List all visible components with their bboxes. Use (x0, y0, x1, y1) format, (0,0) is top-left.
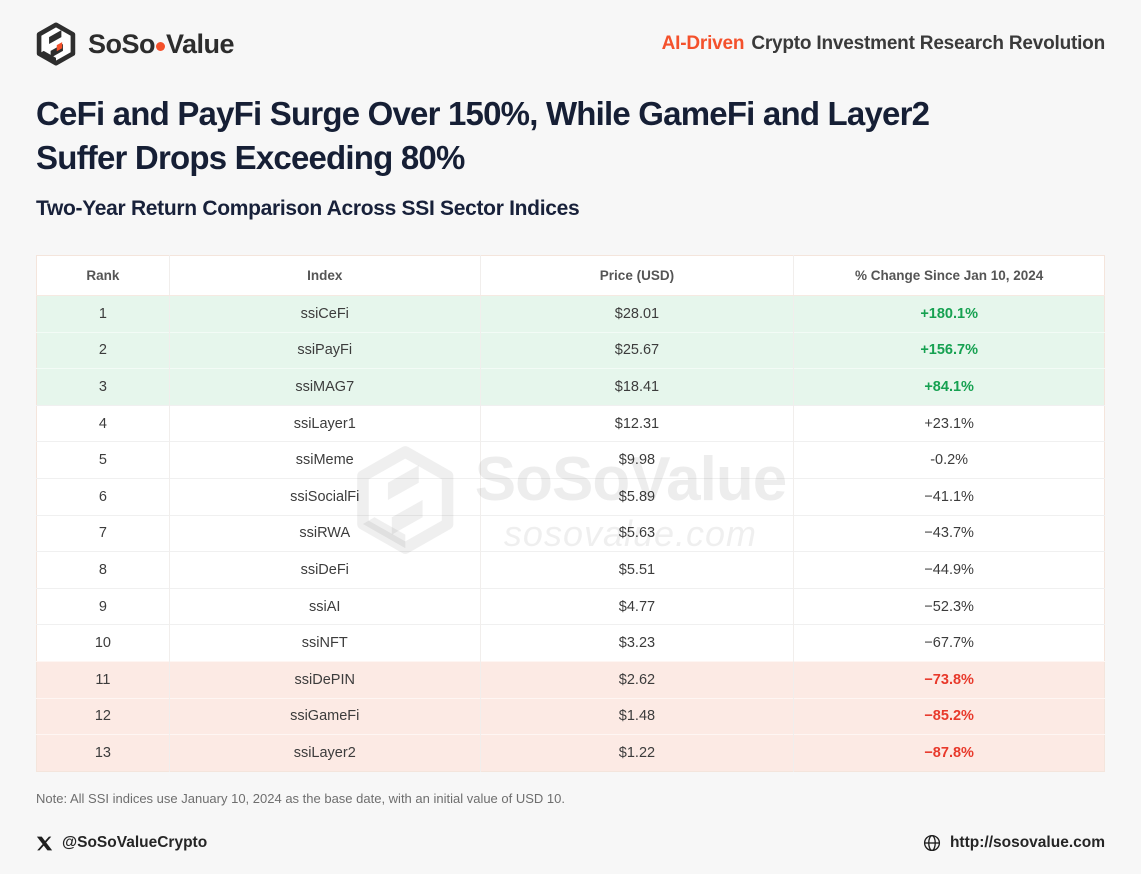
price-cell: $28.01 (480, 295, 795, 333)
index-cell: ssiMAG7 (169, 368, 481, 406)
change-cell: −85.2% (793, 697, 1105, 735)
index-cell: ssiNFT (169, 624, 481, 662)
change-cell: −43.7% (793, 514, 1105, 552)
price-cell: $1.48 (480, 697, 795, 735)
index-cell: ssiSocialFi (169, 477, 481, 516)
index-cell: ssiLayer2 (169, 734, 481, 772)
table-row: 1 ssiCeFi $28.01 +180.1% (36, 295, 1105, 333)
index-cell: ssiGameFi (169, 697, 481, 735)
rank-cell: 4 (36, 404, 170, 442)
change-cell: −41.1% (793, 477, 1105, 516)
index-cell: ssiDePIN (169, 660, 481, 699)
index-cell: ssiMeme (169, 441, 481, 479)
index-cell: ssiLayer1 (169, 404, 481, 442)
price-cell: $5.51 (480, 551, 795, 589)
rank-cell: 12 (36, 697, 170, 735)
table-row: 10 ssiNFT $3.23 −67.7% (36, 624, 1105, 662)
page-subtitle: Two-Year Return Comparison Across SSI Se… (36, 197, 580, 220)
index-cell: ssiPayFi (169, 331, 481, 369)
table-row: 9 ssiAI $4.77 −52.3% (36, 587, 1105, 625)
tagline-highlight: AI-Driven (661, 33, 745, 54)
footer: @SoSoValueCrypto http://sosovalue.com (36, 830, 1105, 856)
rank-cell: 7 (36, 514, 170, 552)
rank-cell: 8 (36, 551, 170, 589)
table-row: 2 ssiPayFi $25.67 +156.7% (36, 331, 1105, 369)
price-cell: $5.89 (480, 477, 795, 516)
rank-cell: 2 (36, 331, 170, 369)
brand-name: SoSo Value (88, 28, 235, 60)
brand-dot (156, 41, 166, 51)
brand-part1: SoSo (88, 28, 156, 59)
price-cell: $12.31 (480, 404, 795, 442)
table-row: 4 ssiLayer1 $12.31 +23.1% (36, 404, 1105, 442)
tagline: AI-Driven Crypto Investment Research Revo… (661, 33, 1106, 55)
column-header-price: Price (USD) (480, 255, 795, 296)
footnote: Note: All SSI indices use January 10, 20… (36, 791, 565, 806)
index-cell: ssiCeFi (169, 295, 481, 333)
change-cell: +84.1% (793, 368, 1105, 406)
index-cell: ssiDeFi (169, 551, 481, 589)
rank-cell: 5 (36, 441, 170, 479)
twitter-handle: @SoSoValueCrypto (62, 834, 208, 851)
table-row: 12 ssiGameFi $1.48 −85.2% (36, 697, 1105, 735)
website-url: http://sosovalue.com (949, 834, 1105, 851)
x-twitter-icon (36, 836, 53, 850)
change-cell: −52.3% (793, 587, 1105, 625)
brand: SoSo Value (36, 22, 235, 66)
table-row: 6 ssiSocialFi $5.89 −41.1% (36, 477, 1105, 516)
price-cell: $25.67 (480, 331, 795, 369)
page-title: CeFi and PayFi Surge Over 150%, While Ga… (36, 92, 1105, 179)
column-header-change: % Change Since Jan 10, 2024 (793, 255, 1105, 296)
column-header-index: Index (169, 255, 481, 296)
index-cell: ssiRWA (169, 514, 481, 552)
change-cell: −87.8% (793, 734, 1105, 772)
price-cell: $2.62 (480, 660, 795, 699)
change-cell: −73.8% (793, 660, 1105, 699)
price-cell: $1.22 (480, 734, 795, 772)
change-cell: +180.1% (793, 295, 1105, 333)
table-row: 13 ssiLayer2 $1.22 −87.8% (36, 734, 1105, 772)
rank-cell: 6 (36, 477, 170, 516)
rank-cell: 1 (36, 295, 170, 333)
header: SoSo Value AI-Driven Crypto Investment Res… (36, 20, 1105, 68)
title-line1: CeFi and PayFi Surge Over 150%, While Ga… (36, 95, 930, 132)
rank-cell: 11 (36, 660, 170, 699)
table-row: 5 ssiMeme $9.98 -0.2% (36, 441, 1105, 479)
globe-icon (923, 834, 941, 852)
table-header: Rank Index Price (USD) % Change Since Ja… (36, 255, 1105, 296)
title-line2: Suffer Drops Exceeding 80% (36, 138, 465, 176)
change-cell: +23.1% (793, 404, 1105, 442)
rank-cell: 3 (36, 368, 170, 406)
table-row: 8 ssiDeFi $5.51 −44.9% (36, 551, 1105, 589)
change-cell: −67.7% (793, 624, 1105, 662)
price-cell: $18.41 (480, 368, 795, 406)
twitter-handle-link[interactable]: @SoSoValueCrypto (36, 834, 207, 852)
tagline-rest: Crypto Investment Research Revolution (751, 33, 1105, 54)
rank-cell: 9 (36, 587, 170, 625)
table-row: 3 ssiMAG7 $18.41 +84.1% (36, 368, 1105, 406)
website-link[interactable]: http://sosovalue.com (923, 834, 1105, 852)
price-cell: $4.77 (480, 587, 795, 625)
change-cell: -0.2% (793, 441, 1105, 479)
price-cell: $3.23 (480, 624, 795, 662)
price-cell: $9.98 (480, 441, 795, 479)
change-cell: +156.7% (793, 331, 1105, 369)
returns-table: Rank Index Price (USD) % Change Since Ja… (36, 255, 1105, 772)
brand-part2: Value (166, 28, 235, 59)
table-row: 7 ssiRWA $5.63 −43.7% (36, 514, 1105, 552)
column-header-rank: Rank (36, 255, 170, 296)
returns-table-container: Rank Index Price (USD) % Change Since Ja… (36, 255, 1105, 772)
rank-cell: 10 (36, 624, 170, 662)
change-cell: −44.9% (793, 551, 1105, 589)
rank-cell: 13 (36, 734, 170, 772)
sosovalue-logo-icon (36, 22, 76, 66)
price-cell: $5.63 (480, 514, 795, 552)
table-body: 1 ssiCeFi $28.01 +180.1% 2 ssiPayFi $25.… (36, 295, 1105, 772)
table-row: 11 ssiDePIN $2.62 −73.8% (36, 660, 1105, 699)
index-cell: ssiAI (169, 587, 481, 625)
